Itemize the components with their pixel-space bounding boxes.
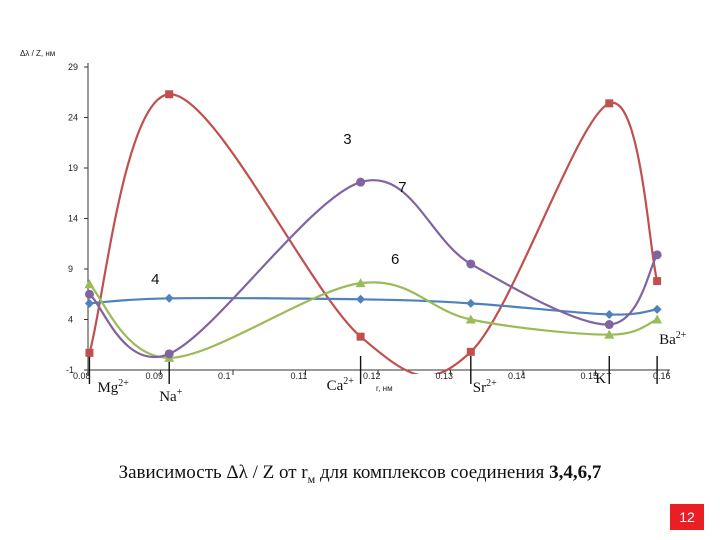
series-layer (84, 90, 663, 374)
ion-charge: 2+ (118, 378, 129, 389)
data-point (84, 279, 95, 289)
series-label-3: 3 (343, 131, 351, 148)
x-tick-label: 0.09 (146, 371, 164, 381)
caption-bold: 3,4,6,7 (549, 462, 602, 483)
caption-subscript: м (307, 471, 316, 486)
ion-label: Ca2+ (327, 376, 355, 394)
data-point (355, 278, 366, 288)
series-label-6: 6 (391, 251, 399, 268)
series-3 (85, 90, 662, 374)
y-tick-label: 9 (68, 264, 73, 274)
ion-label: K+ (595, 369, 612, 387)
data-point (604, 329, 615, 339)
x-tick-label: 0.14 (508, 371, 526, 381)
data-point (84, 298, 94, 308)
data-point (84, 289, 94, 299)
ion-label: Sr2+ (473, 378, 497, 396)
data-point (653, 277, 662, 286)
ion-symbol: Ca (327, 378, 344, 394)
x-tick-label: 0.13 (436, 371, 454, 381)
caption-prefix: Зависимость Δλ / Z от r (118, 462, 308, 483)
ion-symbol: Na (159, 389, 177, 405)
ion-charge: 2+ (486, 378, 497, 389)
x-tick-label: 0.15 (581, 371, 599, 381)
caption-middle: для комплексов соединения (315, 462, 550, 483)
data-point (356, 332, 365, 341)
x-axis-title: r, нм (376, 384, 393, 393)
series-label-7: 7 (398, 179, 406, 196)
series-line (89, 296, 658, 316)
data-point (164, 293, 174, 303)
y-axis-title: Δλ / Z, нм (20, 49, 55, 58)
series-line (88, 281, 658, 359)
ion-charge: + (606, 369, 612, 380)
ion-symbol: Ba (659, 332, 676, 348)
y-tick-label: -1 (66, 365, 74, 375)
data-point (652, 304, 662, 314)
data-point (652, 250, 662, 260)
chart-caption: Зависимость Δλ / Z от rм для комплексов … (0, 462, 720, 487)
data-point (356, 177, 366, 187)
x-tick-label: 0.1 (218, 371, 231, 381)
data-point (604, 309, 614, 319)
data-point (604, 320, 614, 330)
series-7 (84, 177, 662, 359)
chart: 29 24 19 14 9 4 -10.08 0.09 0.1 0.11 0.12 0.13 0.14 0… (20, 49, 687, 405)
x-tick-label: 0.11 (291, 371, 308, 381)
ion-charge: 2+ (343, 376, 354, 387)
data-point (165, 90, 174, 99)
labels-layer: 29 24 19 14 9 4 -10.08 0.09 0.1 0.11 0.12 0.13 0.14 0… (20, 49, 687, 405)
ion-symbol: K (595, 371, 606, 387)
ion-label: Mg2+ (97, 378, 129, 396)
x-tick-label: 0.12 (363, 371, 381, 381)
data-point (466, 347, 475, 356)
data-point (605, 99, 614, 108)
x-tick-label: 0.16 (653, 371, 671, 381)
ion-label: Na+ (159, 387, 183, 405)
axes (84, 63, 670, 384)
series-4 (84, 293, 662, 319)
data-point (466, 259, 476, 269)
data-point (164, 349, 174, 359)
series-line (88, 179, 659, 358)
ion-symbol: Sr (473, 380, 486, 396)
page-number-badge: 12 (670, 504, 704, 530)
y-tick-label: 4 (68, 315, 73, 325)
x-tick-label: 0.08 (73, 371, 91, 381)
y-tick-label: 24 (68, 113, 78, 123)
ion-symbol: Mg (97, 380, 118, 396)
data-point (652, 314, 663, 324)
series-6 (84, 278, 663, 362)
data-point (356, 294, 366, 304)
ion-label: Ba2+ (659, 330, 687, 348)
y-tick-label: 14 (68, 214, 78, 224)
data-point (85, 348, 94, 357)
ion-charge: + (177, 387, 183, 398)
y-tick-label: 19 (68, 163, 78, 173)
series-label-4: 4 (151, 271, 159, 288)
y-tick-label: 29 (68, 62, 78, 72)
ion-charge: 2+ (676, 330, 687, 341)
data-point (466, 298, 476, 308)
data-point (465, 314, 476, 324)
